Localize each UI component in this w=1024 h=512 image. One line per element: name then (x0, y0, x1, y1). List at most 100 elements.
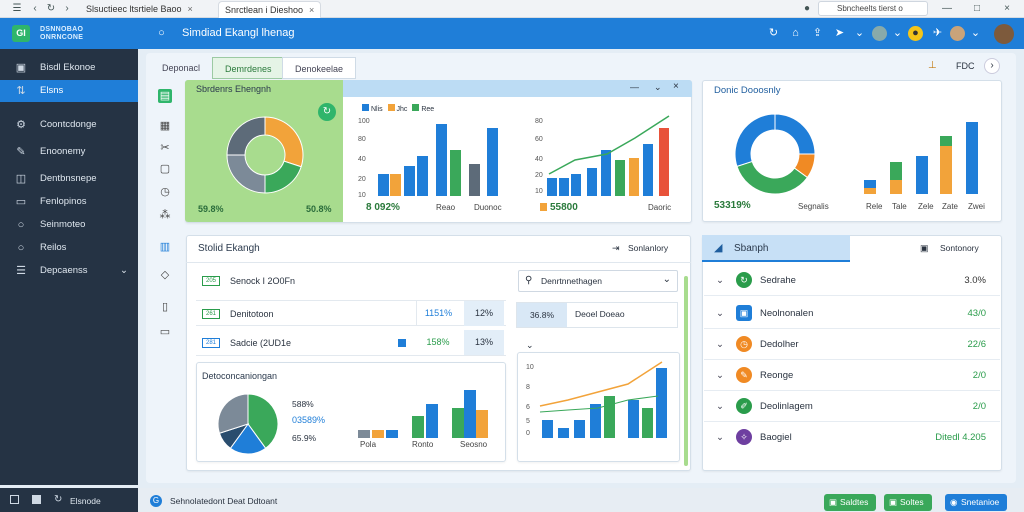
sidebar-item-9[interactable]: ☰ Depcaenss ⌄ (0, 260, 138, 282)
chevron-down-icon[interactable]: ⌄ (716, 432, 724, 443)
chevron-down-icon[interactable]: ⌄ (716, 401, 724, 412)
bar (966, 122, 978, 194)
y-tick: 80 (358, 136, 366, 143)
address-bar[interactable]: Sbncheelts tierst o (818, 1, 928, 16)
sidebar-item-7[interactable]: ○ Seinmoteo (0, 214, 138, 236)
back-icon[interactable]: ‹ (33, 3, 37, 14)
minimize-icon[interactable]: — (942, 3, 952, 14)
sidebar-item-8[interactable]: ○ Reilos (0, 237, 138, 259)
chevron-down-icon[interactable]: ⌄ (716, 308, 724, 319)
avatar-small[interactable] (872, 26, 887, 41)
layout-icon[interactable] (32, 495, 41, 504)
subtab-3[interactable]: Denokeelae (282, 57, 357, 79)
right-panel-tab[interactable] (702, 235, 850, 262)
next-icon[interactable]: › (984, 58, 1000, 74)
scrollbar[interactable] (684, 276, 688, 466)
avatar-medium[interactable] (950, 26, 965, 41)
y-tick: 100 (358, 118, 370, 125)
chevron-down-icon[interactable]: ⌄ (892, 27, 903, 39)
building-icon[interactable]: ▥ (159, 241, 171, 253)
close-icon[interactable]: × (187, 4, 193, 14)
chevron-down-icon[interactable]: ⌄ (716, 339, 724, 350)
search-input[interactable]: Denrtnnethagen (541, 276, 602, 286)
close-window-icon[interactable]: × (1004, 3, 1010, 14)
calendar-icon[interactable]: ▣ (920, 243, 929, 253)
list-item[interactable]: ⌄ ✧ Baogiel Ditedl 4.205 (704, 422, 1000, 453)
document-icon[interactable]: ▢ (159, 163, 171, 175)
close-icon[interactable]: × (309, 5, 315, 15)
list-item[interactable]: ⌄ ↻ Sedrahe 3.0% (704, 265, 1000, 296)
divider (186, 262, 691, 263)
status-button-2[interactable]: ▣ Soltes (884, 494, 932, 511)
bar (571, 174, 581, 196)
window-icon[interactable]: ▭ (159, 326, 171, 338)
browser-tab-1[interactable]: Slsuctieec ltsrtiele Baoo × (80, 1, 199, 18)
subtab-1[interactable]: Deponacl (162, 63, 201, 73)
share-icon[interactable]: ⇪ (812, 27, 823, 39)
list-item[interactable]: ⌄ ✐ Deolinlagem 2/0 (704, 391, 1000, 422)
group-icon[interactable]: ⁂ (159, 209, 171, 221)
window-icon[interactable] (10, 495, 19, 504)
pie-chart (217, 393, 279, 455)
sidebar-item-6[interactable]: ▭ Fenlopinos (0, 191, 138, 213)
tools-icon[interactable]: ✂ (160, 142, 170, 154)
reload-icon[interactable]: ↻ (46, 3, 56, 14)
chevron-down-icon[interactable]: ⌄ (120, 265, 128, 276)
bar (642, 408, 653, 438)
bar (601, 150, 611, 196)
paper-plane-icon[interactable]: ✈ (932, 27, 943, 39)
layers-icon: ◫ (15, 173, 27, 185)
bar (417, 156, 428, 196)
row-tag: 205 (202, 276, 220, 286)
minimize-icon[interactable]: — (630, 82, 639, 92)
chevron-down-icon[interactable]: ⌄ (716, 370, 724, 381)
chevron-down-icon[interactable]: ⌄ (854, 27, 865, 39)
refresh-icon[interactable]: ↻ (54, 494, 63, 505)
donut-slice (734, 113, 776, 167)
chevron-down-icon[interactable]: ⌄ (526, 340, 534, 350)
right-panel-action[interactable]: Sontonory (940, 243, 979, 253)
chevron-down-icon[interactable]: ⌄ (654, 82, 662, 92)
sidebar-item-1[interactable]: ▣ Bisdl Ekonoe (0, 57, 138, 79)
clipboard-icon[interactable]: ▯ (161, 301, 169, 313)
sidebar-item-4[interactable]: ✎ Enoonemy (0, 141, 138, 163)
status-button-1[interactable]: ▣ Saldtes (824, 494, 877, 511)
menu-icon[interactable]: ☰ (12, 3, 22, 14)
send-icon[interactable]: ➤ (834, 27, 845, 39)
pin-icon[interactable]: ⊥ (928, 60, 937, 71)
clock-icon[interactable]: ◷ (160, 186, 170, 198)
table-row[interactable]: 281 Sadcie (2UD1e 158% 13% (196, 330, 506, 356)
list-item[interactable]: ⌄ ◷ Dedolher 22/6 (704, 329, 1000, 360)
mini-title: Detoconcaniongan (202, 371, 278, 381)
list-item[interactable]: ⌄ ✎ Reonge 2/0 (704, 360, 1000, 391)
tag-icon[interactable]: ◇ (160, 269, 170, 281)
list-item[interactable]: ⌄ ▣ Neolnonalen 43/0 (704, 298, 1000, 329)
chevron-down-icon[interactable]: ⌄ (716, 275, 724, 286)
maximize-icon[interactable]: □ (973, 3, 981, 14)
close-icon[interactable]: × (673, 81, 679, 92)
table-row[interactable]: 261 Denitotoon 1151% 12% (196, 300, 506, 326)
button-label: Soltes (900, 497, 924, 507)
status-button-3[interactable]: ◉ Snetanioe (945, 494, 1008, 511)
summary-row[interactable]: 36.8% Deoel Doeao (516, 302, 678, 328)
grid-icon[interactable]: ▤ (158, 89, 172, 103)
calendar-icon[interactable]: ▦ (159, 120, 171, 132)
refresh-icon[interactable]: ↻ (318, 103, 336, 121)
notification-icon[interactable]: ● (908, 26, 923, 41)
forward-icon[interactable]: › (65, 3, 69, 14)
refresh-icon[interactable]: ↻ (768, 27, 779, 39)
panel-action[interactable]: Sonlanlory (628, 243, 669, 253)
home-icon[interactable]: ⌂ (792, 27, 799, 39)
user-avatar[interactable] (994, 24, 1014, 44)
table-row[interactable]: 205 Senock I 2O0Fn (196, 268, 506, 294)
search-icon[interactable]: ○ (158, 27, 165, 39)
sidebar-item-2[interactable]: ⇅ Elsns (0, 80, 138, 102)
chevron-down-icon[interactable]: ⌄ (970, 27, 981, 39)
browser-tab-2[interactable]: Snrctlean i Dieshoo × (218, 1, 322, 18)
circle-icon: ○ (17, 219, 25, 231)
export-icon[interactable]: ⇥ (612, 243, 620, 253)
subtab-2[interactable]: Demrdenes (212, 57, 285, 79)
search-dropdown[interactable]: ⚲ Denrtnnethagen ⌄ (518, 270, 678, 292)
sidebar-item-3[interactable]: ⚙ Coontcdonge (0, 114, 138, 136)
sidebar-item-5[interactable]: ◫ Dentbnsnepe (0, 168, 138, 190)
